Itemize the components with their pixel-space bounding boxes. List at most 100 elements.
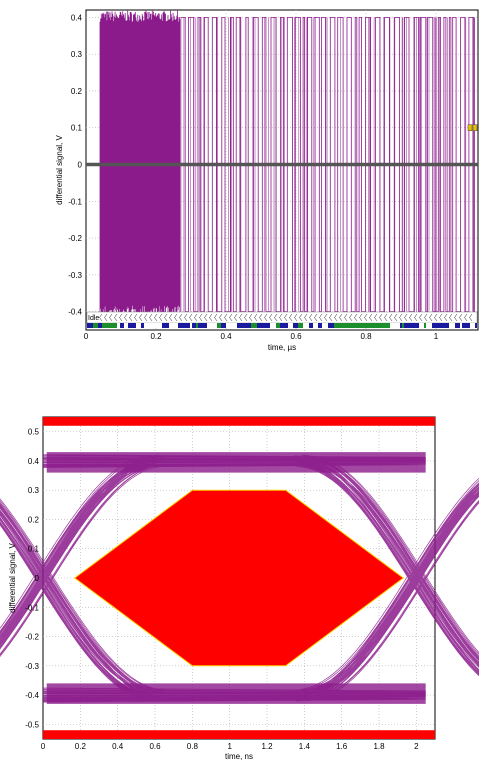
decode-symbol-block xyxy=(184,323,186,328)
decode-symbol-block xyxy=(198,323,201,328)
eye-diagram-traces xyxy=(0,452,479,704)
top-chart: Idle 0 0.2 0.4 0.6 0.8 1-0.4-0.3-0.2-0.100.10… xyxy=(55,9,479,352)
bottom-y-axis-label: differential signal, V xyxy=(8,543,17,613)
decode-symbol-block xyxy=(117,323,120,328)
decode-symbol-block xyxy=(366,323,368,328)
eye-mask-top-band xyxy=(43,417,435,426)
decode-symbol-block xyxy=(169,323,172,328)
bottom-x-axis-label: time, ns xyxy=(225,752,253,761)
decode-symbol-block xyxy=(158,323,162,328)
decode-symbol-marks xyxy=(99,313,473,322)
decode-symbol-block xyxy=(475,323,477,328)
decode-symbol-block xyxy=(358,323,363,328)
decode-symbol-block xyxy=(155,323,158,328)
decode-symbol-block xyxy=(438,323,440,328)
decode-symbol-block xyxy=(166,323,169,328)
decode-symbol-block xyxy=(190,323,192,328)
bottom-y-tick-label: -0.1 xyxy=(25,603,39,612)
decode-row-background xyxy=(86,311,478,324)
eye-mask-bottom-band xyxy=(43,730,435,739)
decode-symbol-block xyxy=(276,323,280,328)
decode-symbol-block xyxy=(251,323,257,328)
decode-symbol-block xyxy=(144,323,149,328)
eye-high-rail xyxy=(46,452,426,473)
bottom-x-tick-label: 1.2 xyxy=(261,742,273,751)
bottom-x-tick-label: 1 xyxy=(227,742,232,751)
decode-symbol-block xyxy=(87,323,93,328)
decode-symbol-block xyxy=(100,323,102,328)
decode-symbol-block xyxy=(192,323,196,328)
top-x-tick-label: 0.4 xyxy=(220,332,232,341)
bottom-tick-labels: 0 0.2 0.4 0.6 0.8 1 1.2 1.4 1.6 1.8 2 -0.5 -0.4 -0.3 -… xyxy=(25,428,419,751)
decode-symbol-block xyxy=(207,323,212,328)
decode-symbol-block xyxy=(136,323,141,328)
decode-symbol-block xyxy=(293,323,298,328)
decode-symbol-block xyxy=(411,323,414,328)
bottom-y-tick-label: 0.5 xyxy=(28,428,40,437)
bottom-x-tick-label: 1.6 xyxy=(336,742,348,751)
decode-symbol-block xyxy=(455,323,460,328)
decode-symbol-block xyxy=(363,323,366,328)
decode-symbol-block xyxy=(380,323,386,328)
decode-symbol-block xyxy=(283,323,288,328)
marker-square xyxy=(467,124,473,131)
decode-symbol-block xyxy=(309,323,313,328)
top-y-tick-label: -0.1 xyxy=(68,197,82,206)
decode-symbol-block xyxy=(111,323,117,328)
bottom-x-tick-label: 0.8 xyxy=(187,742,199,751)
decode-symbol-block xyxy=(432,323,438,328)
decode-symbol-block xyxy=(406,323,411,328)
decode-symbol-block xyxy=(303,323,309,328)
decode-symbol-block xyxy=(120,323,124,328)
bottom-x-tick-label: 1.4 xyxy=(299,742,311,751)
top-y-tick-label: 0.3 xyxy=(71,50,83,59)
decode-symbol-block xyxy=(426,323,432,328)
decode-symbol-block xyxy=(181,323,184,328)
decode-symbol-block xyxy=(390,323,396,328)
decode-symbol-block xyxy=(203,323,207,328)
bottom-y-tick-label: 0.4 xyxy=(28,457,40,466)
top-x-tick-label: 0.8 xyxy=(360,332,372,341)
decode-symbol-block xyxy=(404,323,406,328)
decode-symbol-block xyxy=(162,323,166,328)
decode-idle-label: Idle xyxy=(88,315,99,322)
decode-symbol-block xyxy=(402,323,404,328)
decode-symbol-block xyxy=(106,323,111,328)
bottom-y-tick-label: -0.2 xyxy=(25,633,39,642)
decode-symbol-block xyxy=(343,323,345,328)
decode-symbol-block xyxy=(460,323,462,328)
decode-symbol-block xyxy=(212,323,217,328)
bottom-chart: 0 0.2 0.4 0.6 0.8 1 1.2 1.4 1.6 1.8 2 -0.5 -0.4 -0.3 -… xyxy=(0,416,479,761)
decode-symbol-block xyxy=(141,323,144,328)
top-x-tick-label: 0 xyxy=(84,332,89,341)
decode-symbol-block xyxy=(446,323,449,328)
top-y-tick-label: 0.2 xyxy=(71,87,83,96)
decode-symbol-block xyxy=(249,323,251,328)
decode-symbol-block xyxy=(334,323,339,328)
decode-symbol-block xyxy=(172,323,178,328)
top-x-axis-label: time, µs xyxy=(268,343,296,352)
top-y-tick-label: 0.4 xyxy=(71,13,83,22)
bottom-x-tick-label: 0 xyxy=(41,742,46,751)
decode-symbol-block xyxy=(98,323,100,328)
decode-symbol-block xyxy=(467,323,470,328)
decode-symbol-block xyxy=(237,323,243,328)
top-x-tick-label: 1 xyxy=(434,332,439,341)
decode-symbol-block xyxy=(372,323,376,328)
decode-symbol-block xyxy=(339,323,343,328)
top-y-tick-label: 0.1 xyxy=(71,124,83,133)
top-y-tick-label: -0.3 xyxy=(68,271,82,280)
decode-symbol-block xyxy=(149,323,155,328)
decode-symbol-block xyxy=(265,323,270,328)
decode-symbol-block xyxy=(349,323,351,328)
decode-symbol-block xyxy=(345,323,349,328)
top-x-tick-label: 0.2 xyxy=(150,332,162,341)
top-y-tick-label: 0 xyxy=(78,160,83,169)
decode-symbol-block xyxy=(243,323,249,328)
decode-symbol-block xyxy=(280,323,283,328)
decode-symbol-block xyxy=(102,323,106,328)
bottom-x-tick-label: 0.6 xyxy=(149,742,161,751)
decode-symbol-block xyxy=(221,323,226,328)
eye-mask-hexagon xyxy=(73,489,405,667)
bottom-y-tick-label: 0.1 xyxy=(28,545,40,554)
